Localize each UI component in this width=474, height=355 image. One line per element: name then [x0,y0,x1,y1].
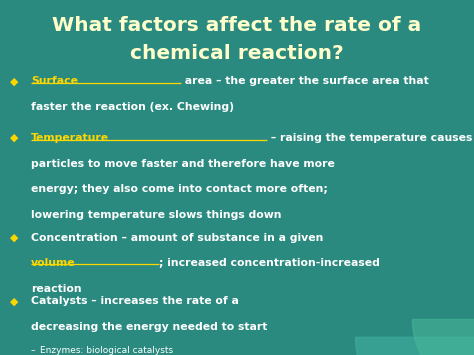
Text: Surface: Surface [31,76,78,86]
Text: What factors affect the rate of a: What factors affect the rate of a [52,16,422,35]
Text: chemical reaction?: chemical reaction? [130,44,344,64]
Text: Temperature: Temperature [31,133,109,143]
Text: –: – [31,346,35,355]
Text: ◆: ◆ [10,233,19,242]
Text: – raising the temperature causes: – raising the temperature causes [267,133,472,143]
Text: ; increased concentration-increased: ; increased concentration-increased [159,258,380,268]
Text: reaction: reaction [31,284,82,294]
Text: volume: volume [31,258,75,268]
Polygon shape [412,320,474,355]
Text: particles to move faster and therefore have more: particles to move faster and therefore h… [31,159,335,169]
Text: Catalysts – increases the rate of a: Catalysts – increases the rate of a [31,296,242,306]
Text: ◆: ◆ [10,133,19,143]
Text: ◆: ◆ [10,296,19,306]
Text: Enzymes: biological catalysts: Enzymes: biological catalysts [40,346,173,355]
Text: decreasing the energy needed to start: decreasing the energy needed to start [31,322,267,332]
Text: faster the reaction (ex. Chewing): faster the reaction (ex. Chewing) [31,102,234,112]
Text: lowering temperature slows things down: lowering temperature slows things down [31,210,281,220]
Text: ◆: ◆ [10,76,19,86]
Polygon shape [356,337,474,355]
Text: energy; they also come into contact more often;: energy; they also come into contact more… [31,184,328,194]
Text: area – the greater the surface area that: area – the greater the surface area that [181,76,428,86]
Text: Concentration – amount of substance in a given: Concentration – amount of substance in a… [31,233,323,242]
